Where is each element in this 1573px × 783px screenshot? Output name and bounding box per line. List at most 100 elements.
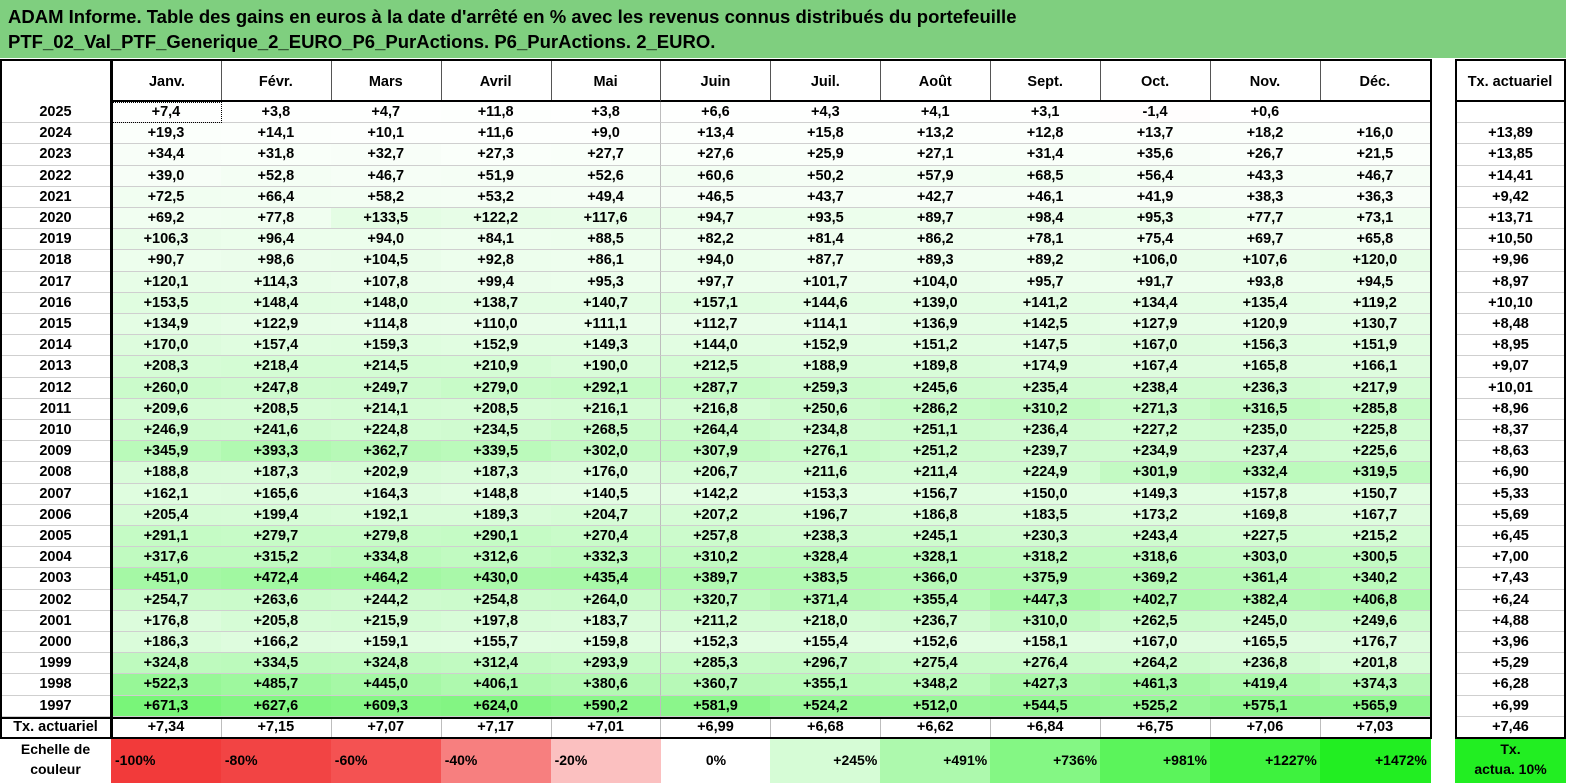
heatmap-cell: +275,4: [880, 653, 992, 675]
footer-tx-value: +7,01: [550, 716, 662, 738]
heatmap-cell: +152,9: [770, 335, 882, 357]
heatmap-cell: +13,4: [660, 123, 772, 145]
heatmap-cell: +380,6: [550, 674, 662, 696]
heatmap-cell: +150,7: [1319, 483, 1431, 505]
footer-tx-value: +7,17: [440, 716, 552, 738]
tx-actuariel-value: +6,99: [1455, 696, 1566, 717]
heatmap-cell: +167,7: [1319, 504, 1431, 526]
month-header: Août: [880, 59, 992, 102]
heatmap-cell: +94,7: [660, 208, 772, 230]
heatmap-cell: +318,2: [990, 547, 1102, 569]
heatmap-cell: +348,2: [880, 674, 992, 696]
heatmap-cell: +35,6: [1100, 144, 1211, 166]
color-scale-stop: 0%: [660, 738, 772, 783]
color-scale-label: Echelle de couleur: [0, 738, 111, 783]
tx-actuariel-value: +7,00: [1455, 547, 1566, 569]
heatmap-cell: +120,0: [1319, 250, 1431, 272]
footer-tx-value: +7,07: [330, 716, 442, 738]
heatmap-cell: +225,8: [1319, 420, 1431, 442]
heatmap-cell: +167,0: [1100, 632, 1211, 654]
heatmap-cell: +43,7: [770, 186, 882, 208]
heatmap-cell: +208,5: [220, 398, 332, 420]
heatmap-cell: +25,9: [770, 144, 882, 166]
heatmap-cell: +144,6: [770, 292, 882, 314]
heatmap-cell: +324,8: [330, 653, 442, 675]
heatmap-cell: +320,7: [660, 589, 772, 611]
tx-actuariel-value: +8,63: [1455, 441, 1566, 463]
heatmap-cell: +188,9: [770, 356, 882, 378]
color-scale-stop: +245%: [770, 738, 882, 783]
heatmap-cell: +73,1: [1319, 208, 1431, 230]
tx-actuariel-value: +10,50: [1455, 229, 1566, 251]
heatmap-cell: +208,5: [440, 398, 552, 420]
heatmap-cell: +301,9: [1100, 462, 1211, 484]
color-scale-stop: -100%: [111, 738, 222, 783]
heatmap-cell: +157,4: [220, 335, 332, 357]
heatmap-cell: +140,7: [550, 292, 662, 314]
tx-actuariel-value: +3,96: [1455, 632, 1566, 654]
footer-tx-value: +7,34: [111, 716, 222, 738]
tx-actuariel-value: +8,37: [1455, 420, 1566, 442]
heatmap-cell: +212,5: [660, 356, 772, 378]
heatmap-cell: +328,1: [880, 547, 992, 569]
month-header: Mai: [550, 59, 662, 102]
heatmap-cell: +264,4: [660, 420, 772, 442]
heatmap-cell: +211,2: [660, 610, 772, 632]
heatmap-cell: +332,3: [550, 547, 662, 569]
year-label: 2022: [0, 166, 111, 187]
heatmap-cell: +98,6: [220, 250, 332, 272]
footer-tx-value: +6,84: [990, 716, 1102, 738]
heatmap-cell: +58,2: [330, 186, 442, 208]
footer-tx-value: +6,68: [770, 716, 882, 738]
heatmap-cell: +339,5: [440, 441, 552, 463]
heatmap-cell: +94,0: [660, 250, 772, 272]
report-title: ADAM Informe. Table des gains en euros à…: [0, 0, 1566, 58]
heatmap-cell: +142,5: [990, 314, 1102, 336]
footer-tx-total: +7,46: [1455, 717, 1566, 738]
heatmap-cell: +216,8: [660, 398, 772, 420]
heatmap-cell: +218,0: [770, 610, 882, 632]
tx-actuariel-value: +10,10: [1455, 293, 1566, 314]
heatmap-cell: +75,4: [1100, 229, 1211, 251]
heatmap-cell: +27,7: [550, 144, 662, 166]
heatmap-cell: +159,3: [330, 335, 442, 357]
month-header: Sept.: [990, 59, 1102, 102]
heatmap-cell: +111,1: [550, 314, 662, 336]
tx-actuariel-value: +9,96: [1455, 250, 1566, 272]
heatmap-cell: +3,1: [990, 102, 1102, 124]
heatmap-cell: +27,6: [660, 144, 772, 166]
heatmap-cell: +328,4: [770, 547, 882, 569]
heatmap-cell: +69,7: [1210, 229, 1321, 251]
heatmap-cell: +201,8: [1319, 653, 1431, 675]
heatmap-cell: +237,4: [1210, 441, 1321, 463]
tx-actuariel-value: +13,71: [1455, 208, 1566, 230]
heatmap-cell: +303,0: [1210, 547, 1321, 569]
heatmap-cell: +96,4: [220, 229, 332, 251]
heatmap-cell: +206,7: [660, 462, 772, 484]
heatmap-cell: +485,7: [220, 674, 332, 696]
heatmap-cell: +565,9: [1319, 695, 1431, 717]
heatmap-cell: +224,9: [990, 462, 1102, 484]
heatmap-cell: +208,3: [111, 356, 222, 378]
heatmap-cell: +53,2: [440, 186, 552, 208]
color-scale-stop: -40%: [440, 738, 552, 783]
heatmap-cell: +264,2: [1100, 653, 1211, 675]
heatmap-cell: +13,7: [1100, 123, 1211, 145]
color-scale-tx-line: actua. 10%: [1474, 761, 1547, 777]
heatmap-cell: +315,2: [220, 547, 332, 569]
heatmap-cell: +3,8: [220, 102, 332, 124]
heatmap-cell: +211,4: [880, 462, 992, 484]
heatmap-cell: +445,0: [330, 674, 442, 696]
heatmap-cell: +46,7: [330, 165, 442, 187]
heatmap-cell: +234,5: [440, 420, 552, 442]
heatmap-cell: +290,1: [440, 526, 552, 548]
color-scale-stop: +1227%: [1210, 738, 1321, 783]
heatmap-cell: +95,3: [1100, 208, 1211, 230]
heatmap-cell: +293,9: [550, 653, 662, 675]
heatmap-cell: +276,1: [770, 441, 882, 463]
heatmap-cell: +144,0: [660, 335, 772, 357]
heatmap-cell: +90,7: [111, 250, 222, 272]
heatmap-cell: +235,4: [990, 377, 1102, 399]
heatmap-cell: +157,8: [1210, 483, 1321, 505]
heatmap-cell: +406,1: [440, 674, 552, 696]
